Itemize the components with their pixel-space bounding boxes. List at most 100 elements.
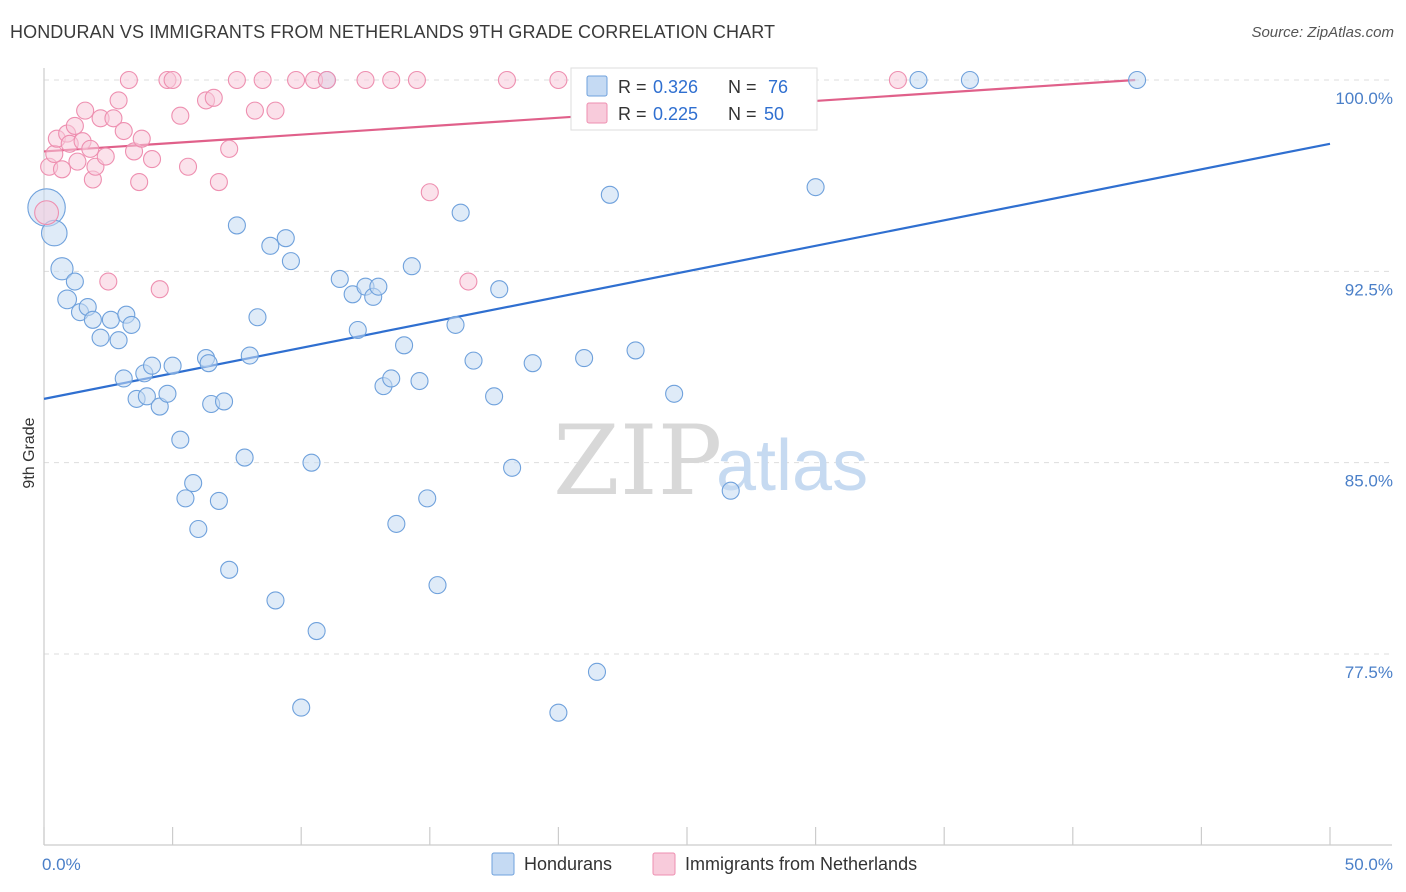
data-point [184, 474, 203, 493]
data-point [266, 101, 285, 120]
y-tick-label: 85.0% [1345, 472, 1393, 491]
data-point [1128, 70, 1147, 90]
data-point [497, 70, 517, 90]
legend-n-label-pink: N = [728, 104, 757, 124]
data-point [142, 150, 162, 169]
watermark: ZIP atlas [553, 405, 868, 517]
data-point [317, 70, 336, 90]
data-point [418, 489, 437, 508]
data-point [307, 621, 326, 641]
data-point [209, 491, 228, 510]
bottom-legend-swatch-hondurans [491, 852, 515, 876]
data-point [451, 203, 470, 222]
data-point [50, 257, 74, 281]
data-point [91, 328, 110, 347]
legend-box [570, 67, 818, 131]
legend-n-value-blue: 76 [768, 77, 788, 97]
data-point [81, 139, 100, 158]
data-point [549, 703, 568, 722]
data-point [721, 481, 740, 500]
data-point [909, 70, 928, 90]
data-point [261, 236, 280, 255]
data-point [549, 70, 568, 90]
data-point [220, 560, 239, 579]
x-tick-label: 50.0% [1345, 855, 1393, 874]
data-point [189, 519, 208, 539]
data-point [209, 172, 228, 192]
data-point [665, 384, 684, 403]
x-tick-labels: 0.0% 50.0% [42, 855, 1393, 874]
data-point [52, 160, 72, 179]
data-point [178, 157, 198, 176]
data-point [235, 448, 254, 467]
data-point [302, 453, 321, 472]
chart-title: HONDURAN VS IMMIGRANTS FROM NETHERLANDS … [10, 22, 776, 42]
data-point [214, 392, 234, 411]
data-point [163, 356, 182, 375]
data-point [96, 147, 115, 166]
data-point [420, 183, 439, 202]
data-point [369, 277, 388, 296]
y-tick-label: 77.5% [1345, 663, 1393, 682]
legend-swatch-blue [586, 75, 608, 97]
data-point [171, 430, 190, 449]
chart-source: Source: ZipAtlas.com [1251, 24, 1394, 41]
data-point [276, 229, 295, 248]
data-point [122, 315, 141, 334]
data-point [176, 489, 195, 508]
legend-r-label-pink: R = [618, 104, 647, 124]
data-point [83, 310, 102, 329]
data-point [99, 272, 118, 291]
data-point [65, 116, 84, 135]
data-point [150, 280, 169, 299]
data-point [65, 272, 84, 291]
data-point [292, 698, 311, 717]
y-tick-label: 100.0% [1335, 89, 1393, 108]
data-point [101, 310, 120, 329]
legend: R = 0.326 N = 76 R = 0.225 N = 50 [570, 67, 818, 131]
data-point [626, 341, 645, 360]
data-point [119, 70, 138, 90]
y-tick-labels: 100.0% 92.5% 85.0% 77.5% [1335, 89, 1393, 682]
data-point [204, 88, 223, 107]
watermark-zip: ZIP [553, 405, 722, 517]
legend-r-label-blue: R = [618, 77, 647, 97]
data-point [600, 185, 619, 204]
data-point [248, 308, 267, 327]
data-point [503, 458, 522, 477]
data-point [240, 346, 259, 365]
data-point [132, 129, 151, 148]
data-point [382, 369, 401, 388]
legend-r-value-pink: 0.225 [653, 104, 698, 124]
data-point [287, 70, 306, 90]
legend-swatch-pink [586, 102, 608, 124]
x-tick-label: 0.0% [42, 855, 81, 874]
data-point [137, 387, 156, 406]
data-point [806, 178, 825, 197]
data-point [459, 272, 478, 291]
data-point [199, 354, 218, 373]
gridlines [44, 79, 1392, 655]
data-point [587, 662, 607, 681]
data-point [428, 576, 447, 595]
data-point [575, 349, 594, 368]
bottom-legend-label-hondurans: Hondurans [524, 854, 612, 874]
data-point [114, 121, 133, 141]
data-point [330, 269, 349, 289]
data-point [227, 70, 246, 90]
data-point [387, 514, 406, 533]
data-point [407, 70, 426, 90]
data-point [464, 351, 483, 370]
data-point [109, 331, 128, 350]
data-point [888, 70, 907, 90]
bottom-legend-label-netherlands: Immigrants from Netherlands [685, 854, 917, 874]
data-point [68, 152, 87, 171]
series-hondurans [27, 70, 1147, 722]
data-point [45, 144, 64, 164]
y-axis-title: 9th Grade [21, 417, 38, 488]
legend-n-value-pink: 50 [764, 104, 784, 124]
data-point [253, 70, 272, 90]
data-point [227, 216, 246, 235]
data-point [356, 70, 375, 90]
